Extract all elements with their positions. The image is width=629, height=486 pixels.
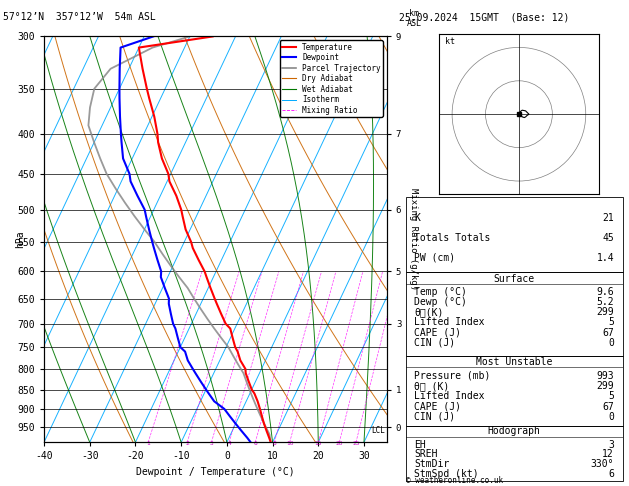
Text: CAPE (J): CAPE (J)	[415, 328, 462, 338]
Text: km
ASL: km ASL	[407, 9, 422, 28]
Text: 25.09.2024  15GMT  (Base: 12): 25.09.2024 15GMT (Base: 12)	[399, 12, 570, 22]
Text: 8: 8	[272, 441, 276, 446]
Text: 2: 2	[186, 441, 189, 446]
Text: K: K	[415, 213, 420, 223]
Text: 4: 4	[227, 441, 231, 446]
Text: 299: 299	[596, 307, 614, 317]
Text: 0: 0	[608, 412, 614, 422]
Text: CIN (J): CIN (J)	[415, 412, 455, 422]
Text: Temp (°C): Temp (°C)	[415, 287, 467, 297]
Text: 21: 21	[603, 213, 614, 223]
Text: Lifted Index: Lifted Index	[415, 391, 485, 401]
Text: 993: 993	[596, 371, 614, 381]
Text: 6: 6	[253, 441, 257, 446]
Text: 5: 5	[608, 317, 614, 328]
Text: 1.4: 1.4	[596, 253, 614, 263]
Text: 330°: 330°	[591, 459, 614, 469]
Text: PW (cm): PW (cm)	[415, 253, 455, 263]
Text: SREH: SREH	[415, 450, 438, 459]
Text: kt: kt	[445, 37, 455, 46]
Text: EH: EH	[415, 440, 426, 450]
Text: 9.6: 9.6	[596, 287, 614, 297]
Text: Hodograph: Hodograph	[487, 426, 541, 436]
Text: 67: 67	[603, 328, 614, 338]
Text: 57°12’N  357°12’W  54m ASL: 57°12’N 357°12’W 54m ASL	[3, 12, 156, 22]
Bar	[406, 426, 623, 481]
Text: CIN (J): CIN (J)	[415, 338, 455, 347]
Text: 3: 3	[209, 441, 213, 446]
Text: 10: 10	[286, 441, 294, 446]
Text: 15: 15	[314, 441, 322, 446]
Text: 3: 3	[608, 440, 614, 450]
Text: CAPE (J): CAPE (J)	[415, 401, 462, 412]
X-axis label: Dewpoint / Temperature (°C): Dewpoint / Temperature (°C)	[136, 467, 295, 477]
Text: 0: 0	[608, 338, 614, 347]
Text: 45: 45	[603, 233, 614, 243]
Text: θᴇ(K): θᴇ(K)	[415, 307, 444, 317]
Text: 20: 20	[335, 441, 343, 446]
Text: 25: 25	[352, 441, 360, 446]
Text: LCL: LCL	[372, 426, 386, 435]
Text: 67: 67	[603, 401, 614, 412]
Text: 299: 299	[596, 381, 614, 391]
Text: StmDir: StmDir	[415, 459, 450, 469]
Text: 6: 6	[608, 469, 614, 479]
Text: Lifted Index: Lifted Index	[415, 317, 485, 328]
Text: Totals Totals: Totals Totals	[415, 233, 491, 243]
Text: 1: 1	[147, 441, 150, 446]
Bar	[406, 356, 623, 426]
Text: Pressure (mb): Pressure (mb)	[415, 371, 491, 381]
Text: 12: 12	[603, 450, 614, 459]
Bar	[406, 272, 623, 356]
Bar	[406, 197, 623, 272]
Text: Most Unstable: Most Unstable	[476, 357, 552, 367]
Text: 5: 5	[608, 391, 614, 401]
Text: Dewp (°C): Dewp (°C)	[415, 297, 467, 307]
Text: Surface: Surface	[494, 274, 535, 284]
Text: θᴇ (K): θᴇ (K)	[415, 381, 450, 391]
Text: hPa: hPa	[15, 230, 25, 248]
Text: 5.2: 5.2	[596, 297, 614, 307]
Y-axis label: Mixing Ratio (g/kg): Mixing Ratio (g/kg)	[409, 188, 418, 291]
Legend: Temperature, Dewpoint, Parcel Trajectory, Dry Adiabat, Wet Adiabat, Isotherm, Mi: Temperature, Dewpoint, Parcel Trajectory…	[280, 40, 383, 117]
Text: StmSpd (kt): StmSpd (kt)	[415, 469, 479, 479]
Text: © weatheronline.co.uk: © weatheronline.co.uk	[406, 475, 503, 485]
